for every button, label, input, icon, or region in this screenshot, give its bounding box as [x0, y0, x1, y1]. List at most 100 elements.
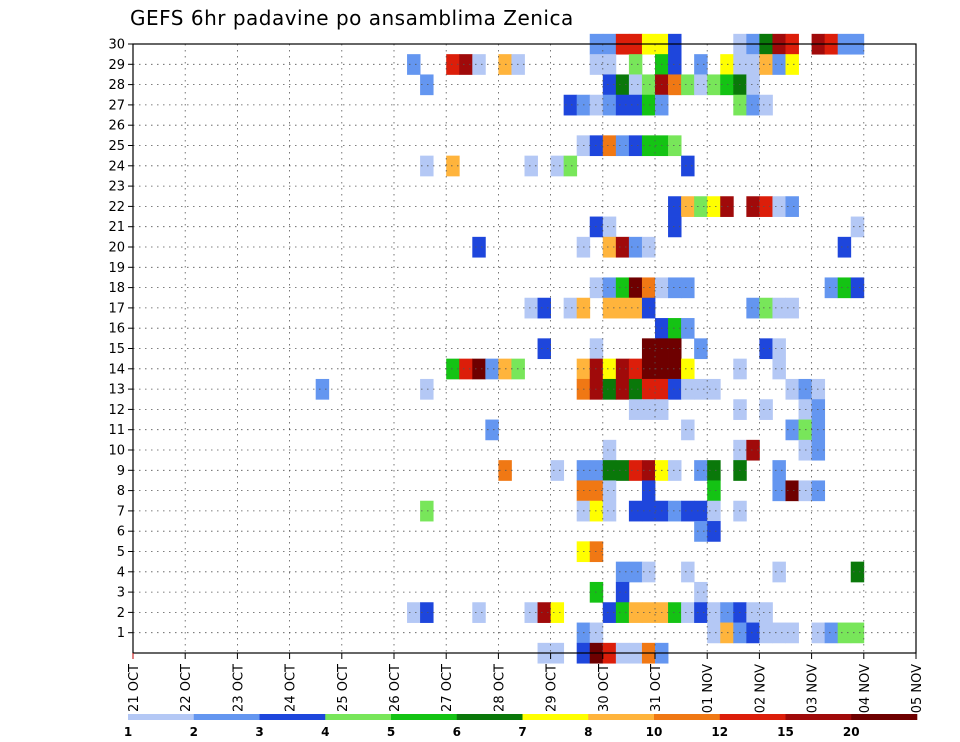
heatmap-cell — [615, 74, 630, 96]
x-tick-label: 01 NOV — [701, 664, 716, 713]
x-axis: 21 OCT 22 OCT 23 OCT 24 OCT 25 OCT 26 OCT 27 O… — [127, 653, 925, 713]
colorbar-swatch — [259, 714, 326, 720]
x-tick-label: 04 NOV — [858, 664, 873, 713]
heatmap-cell — [602, 236, 617, 258]
heatmap-cell — [628, 358, 643, 380]
heatmap-cell — [615, 561, 630, 583]
heatmap-cell — [420, 602, 434, 623]
heatmap-cell — [746, 297, 760, 319]
heatmap-cell — [615, 277, 630, 299]
colorbar-swatch — [522, 714, 589, 720]
heatmap-cell — [602, 480, 617, 502]
heatmap-cell — [628, 378, 643, 400]
y-tick-label: 3 — [117, 586, 125, 601]
heatmap-cell — [772, 196, 786, 217]
heatmap-cell — [563, 155, 578, 177]
heatmap-cell — [772, 622, 786, 644]
heatmap-cell — [446, 155, 460, 177]
heatmap-cell — [628, 561, 643, 583]
y-tick-label: 17 — [108, 301, 125, 316]
heatmap-cell — [707, 500, 721, 522]
heatmap-cell — [681, 419, 695, 441]
heatmap-cell — [641, 94, 656, 116]
heatmap-cell — [694, 338, 708, 360]
y-tick-label: 11 — [108, 423, 125, 438]
y-tick-label: 25 — [108, 139, 125, 154]
heatmap-cell — [420, 74, 434, 96]
y-axis: 1234567891011121314151617181920212223242… — [108, 38, 133, 641]
heatmap-cell — [485, 419, 499, 441]
heatmap-cell — [720, 602, 734, 623]
heatmap-cell — [668, 338, 682, 360]
grid-layer — [133, 43, 916, 653]
heatmap-cell — [524, 155, 538, 177]
heatmap-cell — [628, 74, 643, 96]
heatmap-cell — [668, 602, 682, 623]
heatmap-cell — [707, 74, 721, 96]
cells-layer — [315, 33, 865, 664]
heatmap-cell — [746, 196, 760, 217]
heatmap-cell — [641, 74, 656, 96]
heatmap-cell — [615, 135, 630, 157]
heatmap-cell — [407, 602, 421, 623]
y-tick-label: 9 — [117, 464, 125, 479]
heatmap-cell — [668, 74, 682, 96]
x-tick-label: 05 NOV — [910, 664, 925, 713]
heatmap-cell — [785, 54, 799, 75]
x-tick-label: 26 OCT — [388, 664, 403, 712]
heatmap-cell — [602, 216, 617, 238]
y-tick-label: 16 — [108, 322, 125, 337]
heatmap-cell — [850, 216, 865, 238]
heatmap-cell — [850, 622, 865, 644]
colorbar-swatch — [193, 714, 260, 720]
heatmap-cell — [850, 277, 865, 299]
y-tick-label: 20 — [108, 241, 125, 256]
colorbar-label: 12 — [711, 725, 728, 739]
heatmap-cell — [446, 54, 460, 75]
heatmap-cell — [641, 602, 656, 623]
heatmap-cell — [746, 439, 760, 461]
y-tick-label: 30 — [108, 38, 125, 53]
heatmap-cell — [746, 602, 760, 623]
heatmap-cell — [759, 622, 773, 644]
heatmap-cell — [720, 196, 734, 217]
heatmap-cell — [537, 297, 551, 319]
heatmap-cell — [615, 358, 630, 380]
heatmap-cell — [681, 378, 695, 400]
heatmap-cell — [707, 196, 721, 217]
heatmap-cell — [472, 236, 486, 258]
heatmap-cell — [602, 358, 617, 380]
heatmap-cell — [641, 297, 656, 319]
heatmap-cell — [641, 277, 656, 299]
heatmap-cell — [628, 460, 643, 481]
heatmap-cell — [707, 378, 721, 400]
heatmap-cell — [681, 196, 695, 217]
y-tick-label: 13 — [108, 383, 125, 398]
y-tick-label: 8 — [117, 484, 125, 499]
heatmap-cell — [759, 54, 773, 75]
colorbar-swatch — [128, 714, 195, 720]
heatmap-cell — [641, 480, 656, 502]
heatmap-cell — [772, 358, 786, 380]
heatmap-cell — [641, 378, 656, 400]
heatmap-cell — [420, 378, 434, 400]
heatmap-cell — [707, 521, 721, 542]
heatmap-cell — [602, 135, 617, 157]
heatmap-cell — [720, 622, 734, 644]
colorbar-swatch — [588, 714, 655, 720]
heatmap-cell — [563, 94, 578, 116]
y-tick-label: 21 — [108, 220, 125, 235]
x-tick-label: 03 NOV — [806, 664, 821, 713]
heatmap-cell — [759, 602, 773, 623]
colorbar-legend: 1 2 3 4 5 6 7 8 10 12 15 20 — [124, 714, 918, 739]
heatmap-cell — [641, 135, 656, 157]
colorbar-label: 20 — [843, 725, 860, 739]
heatmap-cell — [824, 277, 839, 299]
heatmap-cell — [681, 318, 695, 339]
x-tick-label: 31 OCT — [649, 664, 664, 712]
heatmap-cell — [472, 602, 486, 623]
heatmap-cell — [668, 500, 682, 522]
colorbar-label: 7 — [518, 725, 526, 739]
heatmap-cell — [720, 74, 734, 96]
